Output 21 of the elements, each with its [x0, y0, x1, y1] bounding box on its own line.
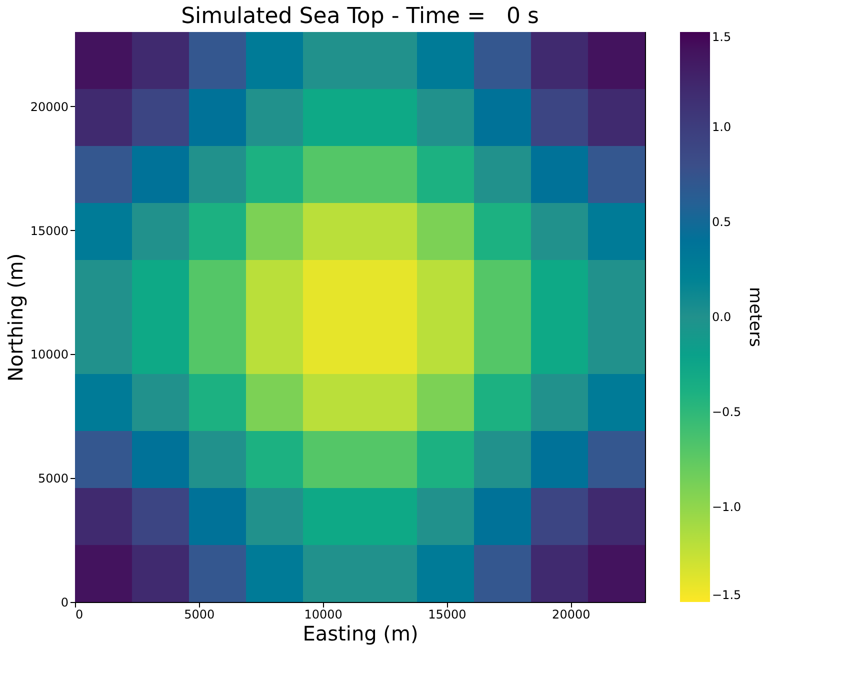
color-bar-label: −1.5 — [712, 588, 742, 602]
y-tick-label: 20000 — [30, 100, 68, 114]
y-tick-label: 15000 — [30, 224, 68, 238]
color-bar-label: 1.0 — [712, 120, 732, 134]
y-tick-label: 10000 — [30, 348, 68, 362]
y-tick-label: 5000 — [38, 472, 68, 486]
color-bar-label: 1.5 — [712, 30, 732, 44]
x-tick-label: 5000 — [184, 608, 215, 622]
chart-title: Simulated Sea Top - Time = 0 s — [181, 4, 539, 29]
y-tick-label: 0 — [60, 596, 68, 610]
y-axis-title: Northing (m) — [3, 253, 28, 382]
x-tick-label: 10000 — [304, 608, 342, 622]
color-bar-title: meters — [745, 287, 765, 348]
x-tick-label: 15000 — [428, 608, 466, 622]
x-tick-label: 20000 — [552, 608, 590, 622]
x-tick-label: 0 — [76, 608, 84, 622]
color-bar-label: −1.0 — [712, 500, 742, 514]
x-axis-title: Easting (m) — [302, 622, 418, 646]
color-bar-label: 0.5 — [712, 215, 732, 229]
color-bar-label: 0.0 — [712, 310, 732, 324]
color-bar-label: −0.5 — [712, 405, 742, 419]
